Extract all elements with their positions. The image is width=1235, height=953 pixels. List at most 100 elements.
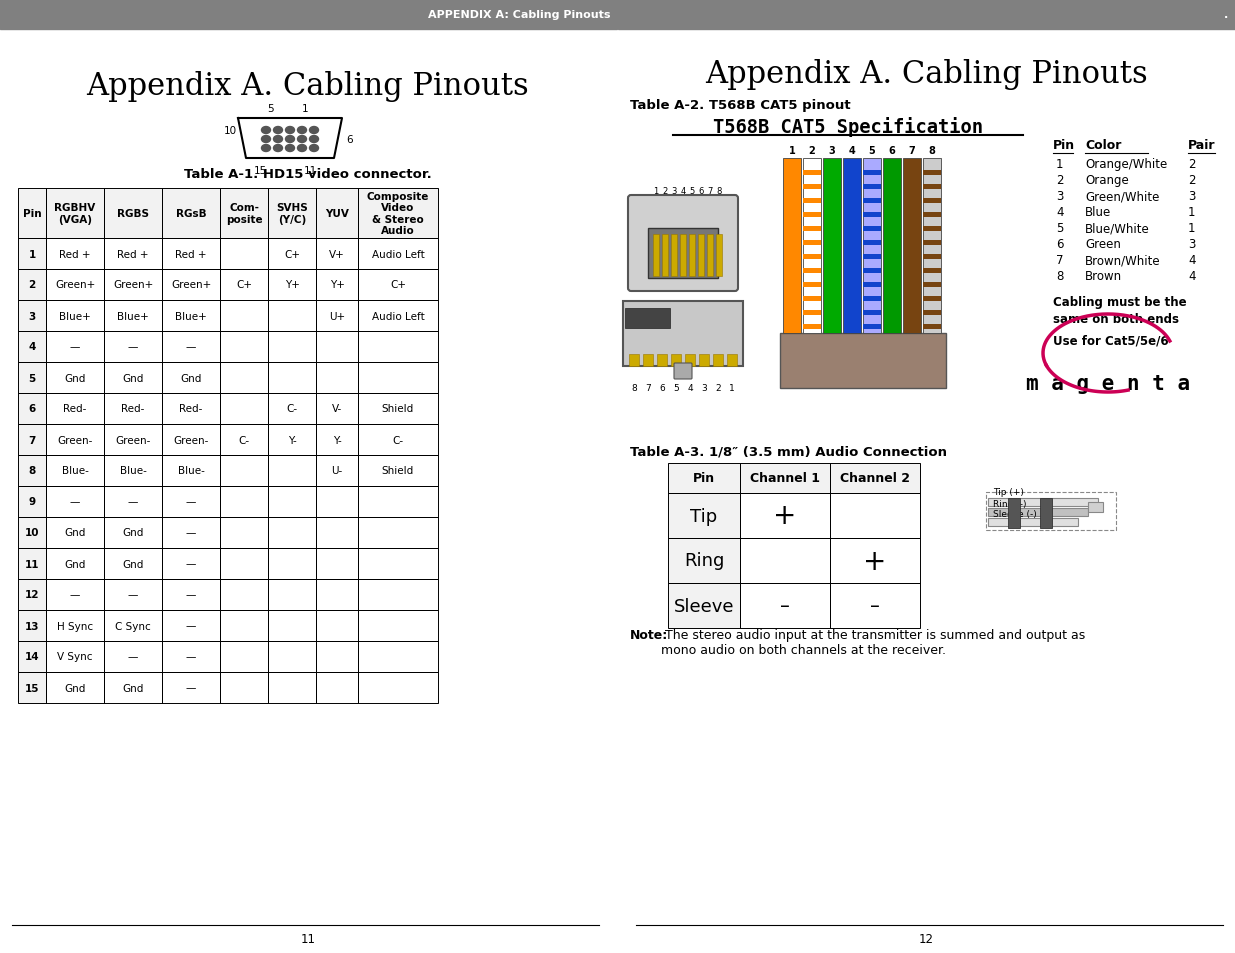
Bar xyxy=(46,394,104,424)
Text: Gnd: Gnd xyxy=(122,374,143,383)
Text: 6: 6 xyxy=(347,135,353,145)
Bar xyxy=(162,456,220,486)
Bar xyxy=(358,189,438,239)
Text: 3: 3 xyxy=(1056,190,1063,203)
Bar xyxy=(643,355,653,367)
Text: U-: U- xyxy=(331,466,342,476)
Text: 1: 1 xyxy=(789,146,795,156)
Bar xyxy=(668,463,740,494)
Bar xyxy=(863,241,881,246)
Bar xyxy=(671,355,680,367)
Bar xyxy=(162,189,220,239)
Text: 6: 6 xyxy=(659,384,664,393)
Bar xyxy=(162,672,220,703)
Text: Gnd: Gnd xyxy=(64,374,85,383)
Text: —: — xyxy=(127,652,138,661)
Bar xyxy=(104,189,162,239)
Text: —: — xyxy=(185,497,196,507)
Bar xyxy=(19,456,46,486)
Bar xyxy=(220,579,268,610)
Bar xyxy=(316,424,358,456)
Bar xyxy=(46,424,104,456)
Bar xyxy=(268,579,316,610)
Bar xyxy=(104,301,162,332)
Text: Cabling must be the
same on both ends: Cabling must be the same on both ends xyxy=(1053,295,1187,326)
Text: Red +: Red + xyxy=(175,250,206,259)
Text: 3: 3 xyxy=(1188,237,1195,251)
Text: 2: 2 xyxy=(662,187,668,195)
Bar xyxy=(803,213,821,218)
Text: 15: 15 xyxy=(25,682,40,693)
Bar xyxy=(803,269,821,274)
Ellipse shape xyxy=(273,146,283,152)
Bar xyxy=(46,517,104,548)
Bar xyxy=(19,270,46,301)
Bar xyxy=(46,363,104,394)
Text: 7: 7 xyxy=(708,187,713,195)
Bar xyxy=(268,270,316,301)
Bar xyxy=(104,641,162,672)
Text: Green: Green xyxy=(1086,237,1121,251)
Bar xyxy=(220,239,268,270)
Text: 10: 10 xyxy=(25,528,40,537)
Text: 5: 5 xyxy=(868,146,876,156)
Bar xyxy=(46,239,104,270)
Text: The stereo audio input at the transmitter is summed and output as
mono audio on : The stereo audio input at the transmitte… xyxy=(661,628,1086,657)
Text: 8: 8 xyxy=(28,466,36,476)
Bar xyxy=(104,239,162,270)
Text: 1: 1 xyxy=(1188,222,1195,234)
Bar xyxy=(268,332,316,363)
Bar xyxy=(162,424,220,456)
Bar xyxy=(358,610,438,641)
Bar xyxy=(162,610,220,641)
Bar xyxy=(162,189,220,239)
Bar xyxy=(923,159,941,334)
Bar xyxy=(46,189,104,239)
Text: Gnd: Gnd xyxy=(64,682,85,693)
Ellipse shape xyxy=(273,136,283,143)
Bar xyxy=(268,363,316,394)
Bar xyxy=(716,234,722,276)
Bar xyxy=(220,610,268,641)
Bar xyxy=(803,311,821,315)
Bar xyxy=(220,641,268,672)
Bar xyxy=(104,579,162,610)
Text: Pin: Pin xyxy=(1053,139,1076,152)
Text: 2: 2 xyxy=(809,146,815,156)
Text: V-: V- xyxy=(332,404,342,414)
Bar xyxy=(162,363,220,394)
Bar xyxy=(19,548,46,579)
Text: 4: 4 xyxy=(687,384,693,393)
Text: Blue+: Blue+ xyxy=(175,312,207,321)
Bar xyxy=(220,363,268,394)
Bar xyxy=(46,641,104,672)
Bar xyxy=(46,270,104,301)
Text: Green/White: Green/White xyxy=(1086,190,1160,203)
Ellipse shape xyxy=(285,136,294,143)
Text: Red-: Red- xyxy=(179,404,203,414)
Text: 3: 3 xyxy=(672,187,677,195)
Bar xyxy=(1008,498,1020,529)
Bar xyxy=(19,239,46,270)
Bar xyxy=(740,538,830,583)
Text: Appendix A. Cabling Pinouts: Appendix A. Cabling Pinouts xyxy=(86,71,530,101)
Text: 10: 10 xyxy=(224,126,237,136)
Bar xyxy=(316,239,358,270)
Text: RGBS: RGBS xyxy=(117,209,149,219)
Text: Color: Color xyxy=(1086,139,1121,152)
Text: Gnd: Gnd xyxy=(122,682,143,693)
Bar xyxy=(220,301,268,332)
Text: 4: 4 xyxy=(1056,206,1063,219)
Bar xyxy=(220,456,268,486)
Ellipse shape xyxy=(273,128,283,134)
Bar xyxy=(162,270,220,301)
Text: 3: 3 xyxy=(1188,190,1195,203)
Text: 1: 1 xyxy=(28,250,36,259)
Bar xyxy=(662,234,668,276)
Bar xyxy=(162,239,220,270)
Bar xyxy=(316,486,358,517)
Text: RGBHV
(VGA): RGBHV (VGA) xyxy=(54,203,95,225)
Bar xyxy=(358,641,438,672)
Ellipse shape xyxy=(310,146,319,152)
Bar xyxy=(19,301,46,332)
